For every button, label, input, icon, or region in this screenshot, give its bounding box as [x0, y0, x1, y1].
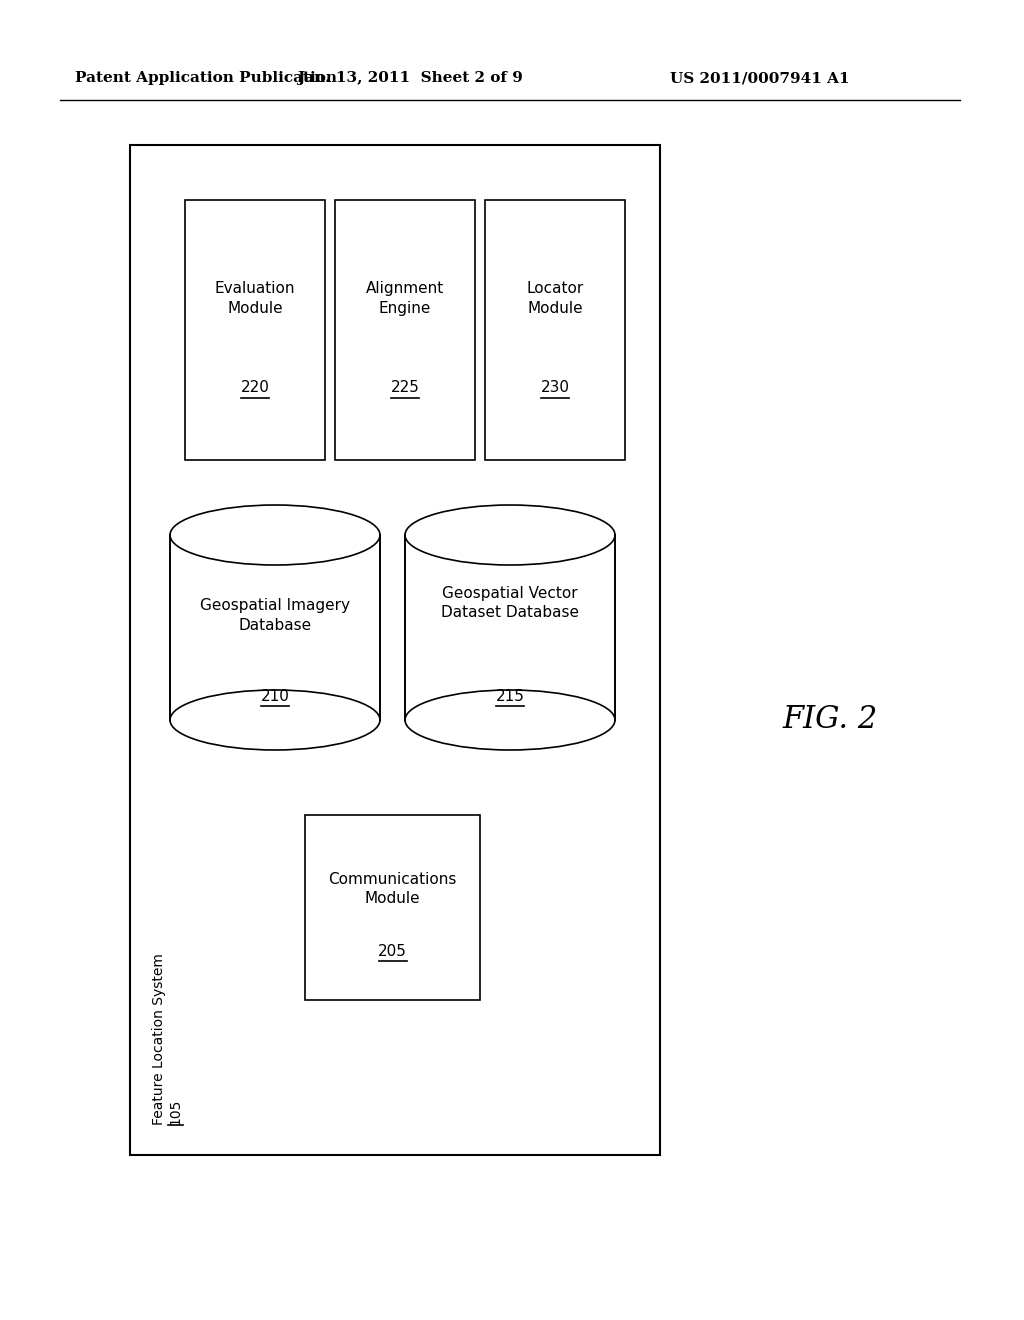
Text: Geospatial Imagery
Database: Geospatial Imagery Database — [200, 598, 350, 632]
Bar — [130, 145, 660, 1155]
Text: Locator
Module: Locator Module — [526, 281, 584, 317]
Bar — [185, 201, 325, 459]
Text: US 2011/0007941 A1: US 2011/0007941 A1 — [670, 71, 850, 84]
Bar — [305, 814, 480, 1001]
Bar — [335, 201, 475, 459]
Bar — [406, 535, 615, 719]
Text: 105: 105 — [168, 1098, 182, 1125]
Text: 220: 220 — [241, 380, 269, 395]
Text: Communications
Module: Communications Module — [329, 871, 457, 907]
Text: 210: 210 — [260, 689, 290, 704]
Ellipse shape — [406, 506, 615, 565]
Text: Alignment
Engine: Alignment Engine — [366, 281, 444, 317]
Text: 205: 205 — [378, 944, 407, 960]
Bar — [485, 201, 625, 459]
Text: 225: 225 — [390, 380, 420, 395]
Bar — [170, 535, 380, 719]
Text: Feature Location System: Feature Location System — [152, 953, 166, 1125]
Text: 215: 215 — [496, 689, 524, 704]
Text: Evaluation
Module: Evaluation Module — [215, 281, 295, 317]
Text: 230: 230 — [541, 380, 569, 395]
Ellipse shape — [170, 506, 380, 565]
Text: Geospatial Vector
Dataset Database: Geospatial Vector Dataset Database — [441, 586, 579, 620]
Text: Jan. 13, 2011  Sheet 2 of 9: Jan. 13, 2011 Sheet 2 of 9 — [297, 71, 523, 84]
Ellipse shape — [170, 690, 380, 750]
Text: Patent Application Publication: Patent Application Publication — [75, 71, 337, 84]
Text: FIG. 2: FIG. 2 — [782, 705, 878, 735]
Ellipse shape — [406, 690, 615, 750]
